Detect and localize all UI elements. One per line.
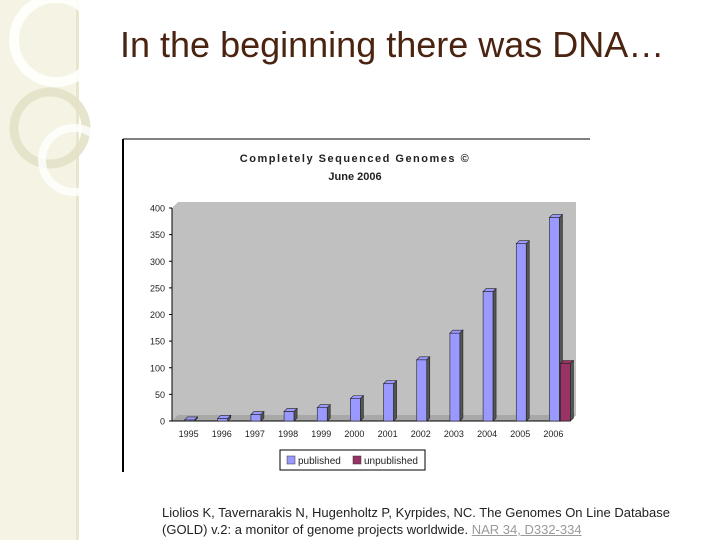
legend-box	[279, 449, 426, 471]
x-tick-label: 2005	[510, 429, 530, 439]
plot-area: 0 50 100 150 200 250 300 350 400 1995 1996 1997 1998…	[150, 202, 576, 439]
bar-side-published-1995	[194, 416, 198, 422]
x-tick-label: 2006	[543, 429, 563, 439]
bar-published-1996	[217, 418, 229, 422]
bar-unpublished-2006	[560, 363, 571, 422]
bar-published-2006	[549, 217, 560, 422]
bar-side-unpublished-2006	[570, 359, 574, 422]
citation-link[interactable]: NAR 34, D332-334	[471, 522, 582, 537]
plot-floor	[172, 415, 576, 421]
chart-subtitle: June 2006	[328, 171, 381, 183]
bar-side-published-1999	[326, 403, 331, 422]
bar-side-published-2000	[360, 394, 364, 422]
citation: Liolios K, Tavernarakis N, Hugenholtz P,…	[162, 504, 702, 538]
y-tick-label: 350	[150, 230, 165, 240]
x-tick-label: 1999	[311, 429, 331, 439]
legend-label-unpublished: unpublished	[364, 456, 418, 467]
x-tick-label: 2003	[444, 429, 464, 439]
bar-side-published-2003	[459, 329, 464, 422]
legend: published unpublished	[279, 449, 426, 471]
bar-side-published-2005	[525, 239, 530, 422]
bar-published-2004	[482, 291, 494, 422]
bar-published-2003	[449, 332, 461, 422]
bar-published-2005	[515, 243, 527, 422]
legend-swatch-published	[286, 455, 296, 465]
decorative-rings	[9, 0, 110, 196]
x-tick-label: 1996	[212, 429, 232, 439]
bar-side-published-2004	[492, 287, 497, 422]
y-tick-label: 50	[155, 390, 165, 400]
citation-text: Liolios K, Tavernarakis N, Hugenholtz P,…	[162, 505, 670, 537]
x-tick-label: 2001	[378, 429, 398, 439]
bar-published-2000	[350, 398, 361, 422]
x-tick-label: 2002	[411, 429, 431, 439]
bar-published-1997	[250, 414, 262, 422]
x-tick-label: 1995	[179, 429, 199, 439]
decorative-sidebar-edge	[76, 0, 79, 540]
legend-swatch-unpublished	[352, 455, 362, 465]
x-tick-label: 2000	[344, 429, 364, 439]
bar-published-1998	[283, 411, 295, 422]
chart-title: Completely Sequenced Genomes ©	[240, 153, 470, 165]
bar-side-published-2001	[393, 380, 397, 422]
bar-published-1999	[316, 407, 328, 422]
bar-side-published-2002	[426, 356, 431, 422]
chart-svg: Completely Sequenced Genomes © June 2006…	[122, 138, 590, 472]
y-tick-label: 150	[150, 337, 165, 347]
y-tick-label: 200	[150, 310, 165, 320]
bar-side-published-1998	[293, 407, 298, 422]
bar-side-published-1996	[227, 414, 232, 422]
x-tick-label: 2004	[477, 429, 497, 439]
y-tick-label: 0	[160, 417, 165, 427]
bar-published-2001	[383, 383, 394, 422]
x-tick-label: 1997	[245, 429, 265, 439]
y-tick-label: 400	[150, 204, 165, 214]
bar-side-published-1997	[260, 410, 265, 422]
plot-wall	[172, 202, 576, 421]
bar-published-2002	[416, 359, 428, 422]
genome-chart: Completely Sequenced Genomes © June 2006…	[120, 138, 590, 473]
y-tick-label: 300	[150, 257, 165, 267]
x-tick-label: 1998	[278, 429, 298, 439]
slide-title: In the beginning there was DNA…	[120, 24, 665, 65]
legend-label-published: published	[298, 456, 341, 467]
y-tick-label: 100	[150, 363, 165, 373]
y-tick-label: 250	[150, 283, 165, 293]
